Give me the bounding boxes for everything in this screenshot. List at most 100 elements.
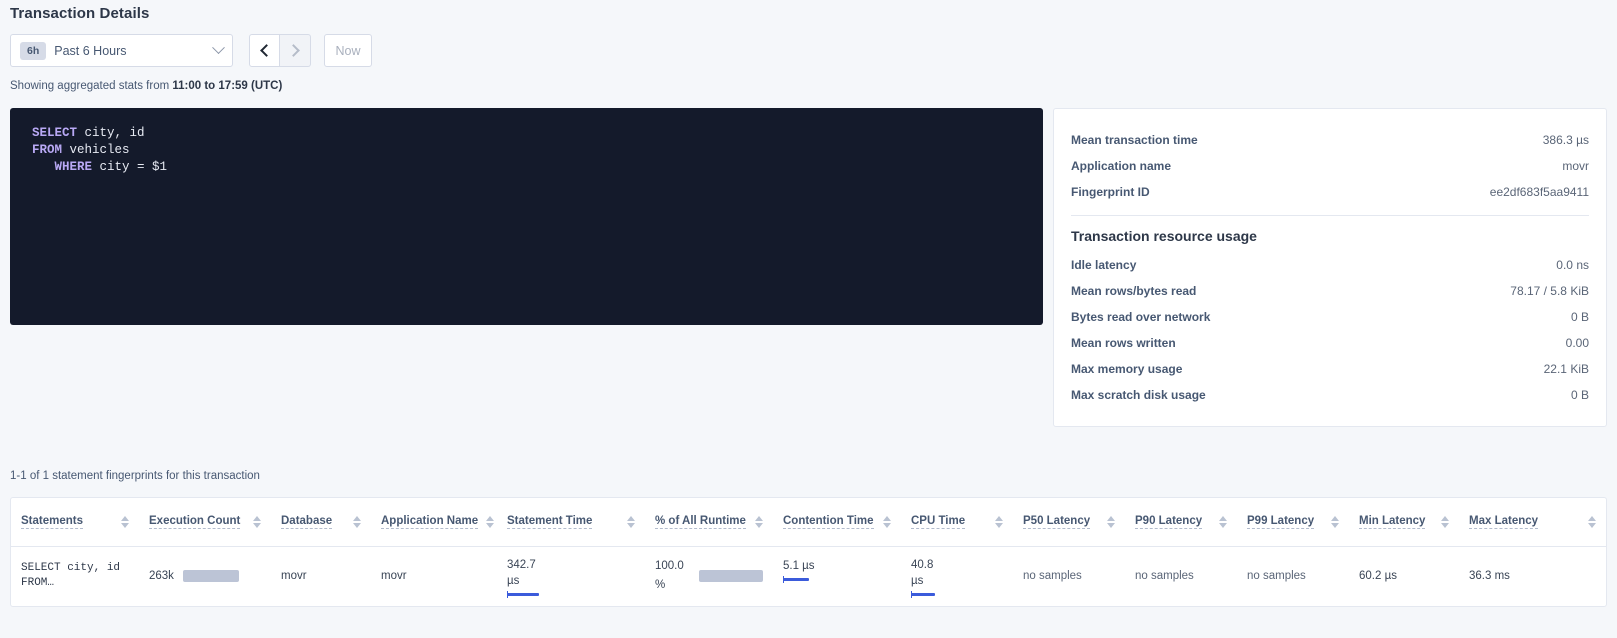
cell-min-latency: 60.2 µs: [1359, 570, 1397, 582]
column-label: CPU Time: [911, 514, 966, 529]
column-header-p99-latency[interactable]: P99 Latency: [1237, 498, 1349, 547]
resource-label: Max memory usage: [1071, 362, 1183, 376]
aggregation-note: Showing aggregated stats from 11:00 to 1…: [10, 80, 282, 92]
table-row: SELECT city, id FROM… 263k movr movr 342…: [11, 546, 1606, 606]
cell-max-latency: 36.3 ms: [1469, 570, 1510, 582]
statement-link[interactable]: SELECT city, id FROM…: [21, 562, 121, 589]
execution-count-bar: [182, 570, 239, 582]
column-header-min-latency[interactable]: Min Latency: [1349, 498, 1459, 547]
summary-row: Fingerprint ID ee2df683f5aa9411: [1071, 179, 1589, 205]
pct-of-all-runtime-value: 100.0 %: [655, 560, 684, 591]
statement-time-bar: [507, 592, 539, 596]
column-header-execution-count[interactable]: Execution Count: [139, 498, 271, 547]
summary-row: Mean transaction time 386.3 µs: [1071, 127, 1589, 153]
chevron-down-icon: [212, 41, 225, 55]
now-button[interactable]: Now: [324, 34, 372, 67]
sql-keyword: WHERE: [54, 160, 93, 174]
column-label: Statement Time: [507, 514, 593, 529]
column-header-contention-time[interactable]: Contention Time: [773, 498, 901, 547]
sort-icon[interactable]: [883, 515, 891, 528]
sql-line: WHERE city = $1: [32, 159, 1043, 176]
aggregation-note-range: 11:00 to 17:59 (UTC): [172, 80, 283, 92]
statement-time-value: 342.7 µs: [507, 558, 536, 587]
column-label: Execution Count: [149, 514, 241, 529]
sort-icon[interactable]: [1219, 515, 1227, 528]
time-range-badge: 6h: [20, 41, 47, 60]
chevron-right-icon: [287, 44, 300, 57]
summary-label: Mean transaction time: [1071, 133, 1198, 147]
sort-icon[interactable]: [1441, 515, 1449, 528]
sort-icon[interactable]: [486, 515, 495, 528]
column-label: Database: [281, 514, 333, 529]
previous-period-button[interactable]: [249, 34, 280, 67]
column-header-statement-time[interactable]: Statement Time: [497, 498, 645, 547]
resource-row: Mean rows/bytes read 78.17 / 5.8 KiB: [1071, 278, 1589, 304]
sort-icon[interactable]: [353, 515, 361, 528]
column-label: Max Latency: [1469, 514, 1539, 529]
table-caption: 1-1 of 1 statement fingerprints for this…: [10, 470, 260, 482]
statements-table: Statements Execution Count Database Appl…: [11, 498, 1606, 606]
page-title: Transaction Details: [10, 5, 150, 22]
resource-value: 78.17 / 5.8 KiB: [1510, 284, 1589, 298]
column-label: % of All Runtime: [655, 514, 746, 529]
resource-row: Max scratch disk usage 0 B: [1071, 382, 1589, 408]
column-label: Application Name: [381, 514, 479, 529]
column-header-application-name[interactable]: Application Name: [371, 498, 497, 547]
cell-application-name: movr: [381, 570, 407, 582]
time-nav-group: [249, 34, 311, 67]
sql-text: vehicles: [62, 143, 130, 157]
time-range-label: Past 6 Hours: [54, 43, 127, 58]
sort-icon[interactable]: [755, 515, 763, 528]
column-label: P99 Latency: [1247, 514, 1315, 529]
aggregation-note-prefix: Showing aggregated stats from: [10, 80, 173, 92]
column-header-database[interactable]: Database: [271, 498, 371, 547]
column-header-max-latency[interactable]: Max Latency: [1459, 498, 1606, 547]
chevron-left-icon: [259, 44, 273, 57]
resource-usage-heading: Transaction resource usage: [1071, 228, 1257, 244]
summary-label: Fingerprint ID: [1071, 185, 1150, 199]
column-label: P50 Latency: [1023, 514, 1091, 529]
resource-value: 0 B: [1570, 388, 1589, 402]
column-header-cpu-time[interactable]: CPU Time: [901, 498, 1013, 547]
resource-label: Mean rows/bytes read: [1071, 284, 1197, 298]
summary-row: Application name movr: [1071, 153, 1589, 179]
sort-icon[interactable]: [121, 515, 129, 528]
sql-keyword: FROM: [32, 143, 63, 157]
column-label: Contention Time: [783, 514, 874, 529]
sort-icon[interactable]: [995, 515, 1003, 528]
resource-label: Idle latency: [1071, 258, 1137, 272]
sort-icon[interactable]: [627, 515, 635, 528]
cell-p50-latency: no samples: [1023, 570, 1082, 582]
resource-row: Max memory usage 22.1 KiB: [1071, 356, 1589, 382]
cell-contention-time: 5.1 µs: [773, 546, 901, 606]
summary-value: movr: [1562, 159, 1589, 173]
transaction-summary-card: Mean transaction time 386.3 µs Applicati…: [1053, 108, 1607, 427]
resource-label: Mean rows written: [1071, 336, 1176, 350]
cell-execution-count: 263k: [139, 546, 271, 606]
time-range-select[interactable]: 6h Past 6 Hours: [10, 34, 233, 67]
next-period-button[interactable]: [280, 34, 311, 67]
sort-icon[interactable]: [1588, 515, 1596, 528]
time-controls: 6h Past 6 Hours Now: [10, 34, 372, 67]
sort-icon[interactable]: [1107, 515, 1115, 528]
cell-pct-of-all-runtime: 100.0 %: [645, 546, 773, 606]
cpu-time-bar: [911, 592, 935, 596]
resource-row: Idle latency 0.0 ns: [1071, 252, 1589, 278]
resource-value: 0.00: [1565, 336, 1589, 350]
sort-icon[interactable]: [1331, 515, 1339, 528]
summary-value: 386.3 µs: [1542, 133, 1589, 147]
column-label: Min Latency: [1359, 514, 1426, 529]
column-label: Statements: [21, 514, 83, 529]
column-header-p50-latency[interactable]: P50 Latency: [1013, 498, 1125, 547]
cell-p99-latency: no samples: [1247, 570, 1306, 582]
sql-line: SELECT city, id: [32, 125, 1043, 142]
column-header-statements[interactable]: Statements: [11, 498, 139, 547]
divider: [1071, 215, 1589, 216]
sort-icon[interactable]: [253, 515, 261, 528]
resource-row: Bytes read over network 0 B: [1071, 304, 1589, 330]
resource-label: Max scratch disk usage: [1071, 388, 1206, 402]
column-header-p90-latency[interactable]: P90 Latency: [1125, 498, 1237, 547]
sql-text: city, id: [77, 126, 145, 140]
resource-value: 0.0 ns: [1556, 258, 1589, 272]
column-header-pct-of-all-runtime[interactable]: % of All Runtime: [645, 498, 773, 547]
